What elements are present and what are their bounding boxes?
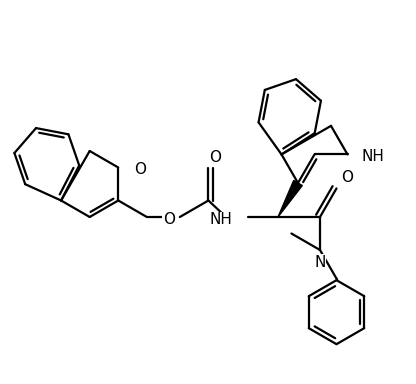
Text: NH: NH — [209, 212, 232, 227]
Text: N: N — [314, 255, 326, 270]
Text: O: O — [342, 170, 354, 185]
Text: O: O — [209, 149, 221, 164]
Text: NH: NH — [362, 149, 384, 164]
Polygon shape — [278, 180, 302, 217]
Text: O: O — [134, 162, 146, 177]
Text: O: O — [163, 212, 175, 227]
